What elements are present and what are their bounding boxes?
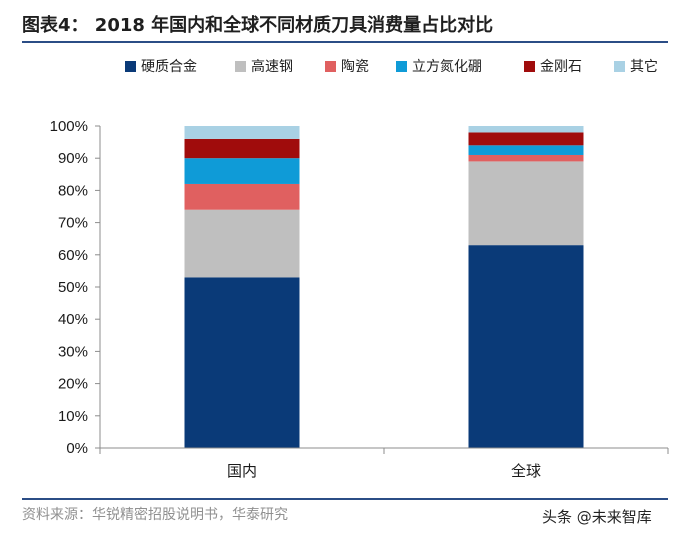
page-title: 图表4： 2018 年国内和全球不同材质刀具消费量占比对比 (22, 15, 494, 36)
y-tick-label: 90% (58, 150, 88, 167)
bar-segment (184, 209, 300, 278)
legend-item: 立方氮化硼 (396, 59, 482, 75)
legend-label: 立方氮化硼 (412, 59, 482, 75)
legend-swatch (235, 61, 246, 72)
legend-item: 其它 (614, 58, 658, 75)
legend-item: 陶瓷 (325, 59, 369, 75)
y-tick-label: 0% (66, 440, 88, 457)
y-tick-label: 30% (58, 343, 88, 360)
legend-label: 硬质合金 (141, 59, 197, 75)
legend-swatch (396, 61, 407, 72)
legend-label: 陶瓷 (341, 59, 369, 75)
x-axis: 国内 全球 (99, 447, 669, 480)
y-tick-label: 40% (58, 311, 88, 328)
legend-item: 高速钢 (235, 58, 293, 75)
bar-segment (184, 277, 300, 448)
bar-segment (184, 183, 300, 210)
y-axis: 0% 10% 20% 30% 40% 50% 60% 70% 80% 90% 100% (50, 118, 101, 457)
x-tick-label: 国内 (227, 462, 257, 480)
legend-label: 金刚石 (540, 59, 582, 75)
legend-item: 硬质合金 (125, 59, 197, 75)
bar-segment (184, 126, 300, 139)
legend-label: 其它 (630, 58, 658, 75)
y-tick-label: 70% (58, 215, 88, 232)
y-tick-label: 60% (58, 247, 88, 264)
bars (184, 126, 584, 448)
bar-segment (468, 154, 584, 162)
y-tick-label: 20% (58, 376, 88, 393)
legend: 硬质合金 高速钢 陶瓷 立方氮化硼 金刚石 其它 (125, 58, 658, 75)
footer-divider (22, 498, 668, 500)
legend-swatch (524, 61, 535, 72)
bar-segment (468, 132, 584, 146)
y-tick-label: 50% (58, 279, 88, 296)
bar-segment (184, 158, 300, 184)
y-tick-label: 100% (50, 118, 88, 135)
bar-segment (468, 126, 584, 133)
stacked-bar-chart: 硬质合金 高速钢 陶瓷 立方氮化硼 金刚石 其它 0% 10% 20% 30% 40% 50% 60%… (50, 58, 669, 480)
bar-segment (468, 145, 584, 155)
legend-label: 高速钢 (251, 58, 293, 75)
bar-segment (468, 245, 584, 448)
legend-swatch (125, 61, 136, 72)
bar-segment (468, 161, 584, 246)
watermark: 头条 @未来智库 (542, 508, 652, 526)
legend-swatch (614, 61, 625, 72)
legend-swatch (325, 61, 336, 72)
x-tick-label: 全球 (511, 462, 541, 480)
bar-segment (184, 138, 300, 159)
source-note: 资料来源：华锐精密招股说明书，华泰研究 (22, 507, 288, 523)
title-divider (22, 41, 668, 43)
y-tick-label: 10% (58, 408, 88, 425)
legend-item: 金刚石 (524, 59, 582, 75)
y-tick-label: 80% (58, 182, 88, 199)
